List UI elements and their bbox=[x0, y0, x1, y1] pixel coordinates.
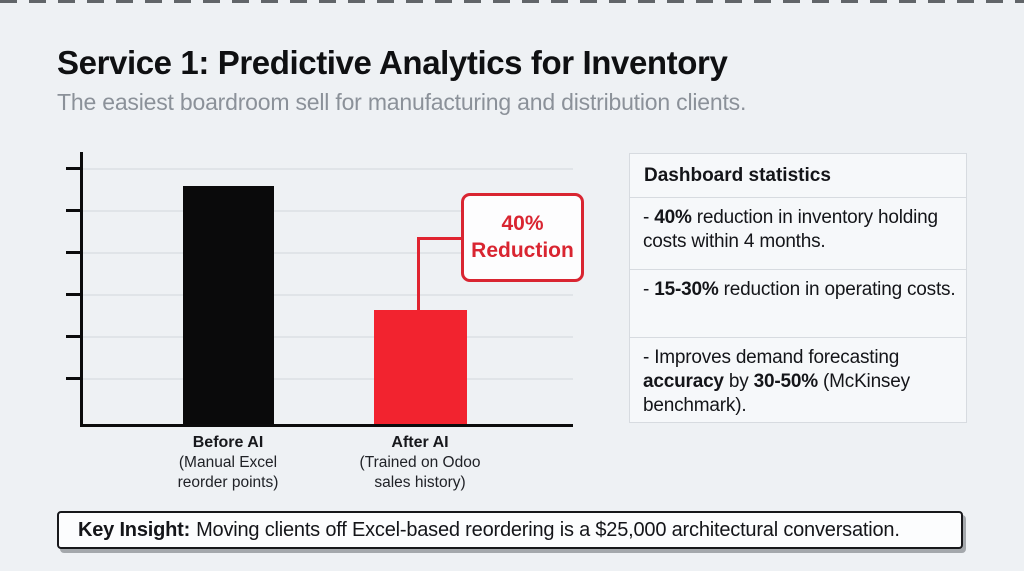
key-insight-label: Key Insight: bbox=[78, 518, 191, 541]
bar-before-ai bbox=[183, 186, 274, 424]
stats-row: - 40% reduction in inventory holding cos… bbox=[643, 207, 938, 252]
gridline bbox=[83, 210, 573, 212]
bar-label-after-ai: After AI (Trained on Odoo sales history) bbox=[320, 433, 520, 492]
page-title: Service 1: Predictive Analytics for Inve… bbox=[57, 44, 728, 81]
stats-panel: Dashboard statistics - 40% reduction in … bbox=[629, 153, 967, 423]
stats-row: - 15-30% reduction in operating costs. bbox=[630, 269, 966, 337]
gridline bbox=[83, 294, 573, 296]
stats-panel-title: Dashboard statistics bbox=[630, 154, 966, 198]
category-label: Before AI bbox=[192, 434, 264, 451]
gridline bbox=[83, 336, 573, 338]
category-sublabel: (Trained on Odoo bbox=[359, 454, 481, 471]
y-axis-tick bbox=[66, 167, 80, 170]
reduction-callout: 40% Reduction bbox=[461, 193, 584, 282]
key-insight-box: Key Insight: Moving clients off Excel-ba… bbox=[57, 511, 963, 549]
callout-connector-vertical bbox=[417, 237, 420, 310]
category-sublabel: (Manual Excel bbox=[178, 454, 278, 471]
stats-row: - Improves demand forecasting accuracy b… bbox=[630, 337, 966, 424]
gridline bbox=[83, 252, 573, 254]
y-axis-tick bbox=[66, 377, 80, 380]
callout-connector-horizontal bbox=[417, 237, 462, 240]
page-subtitle: The easiest boardroom sell for manufactu… bbox=[57, 89, 747, 115]
category-sublabel: reorder points) bbox=[177, 473, 279, 491]
y-axis-tick bbox=[66, 251, 80, 254]
y-axis-tick bbox=[66, 335, 80, 338]
bar-label-before-ai: Before AI (Manual Excel reorder points) bbox=[128, 433, 328, 492]
y-axis-tick bbox=[66, 209, 80, 212]
category-label: After AI bbox=[391, 434, 449, 451]
category-sublabel: sales history) bbox=[374, 473, 466, 491]
gridline bbox=[83, 378, 573, 380]
annotation-text: 40% Reduction bbox=[471, 212, 574, 262]
bar-chart-plot-area bbox=[66, 152, 573, 427]
key-insight-text: Moving clients off Excel-based reorderin… bbox=[196, 518, 900, 541]
gridline bbox=[83, 168, 573, 170]
bar-after-ai bbox=[374, 310, 467, 424]
y-axis-tick bbox=[66, 293, 80, 296]
slide-top-edge-decoration bbox=[0, 0, 1024, 3]
